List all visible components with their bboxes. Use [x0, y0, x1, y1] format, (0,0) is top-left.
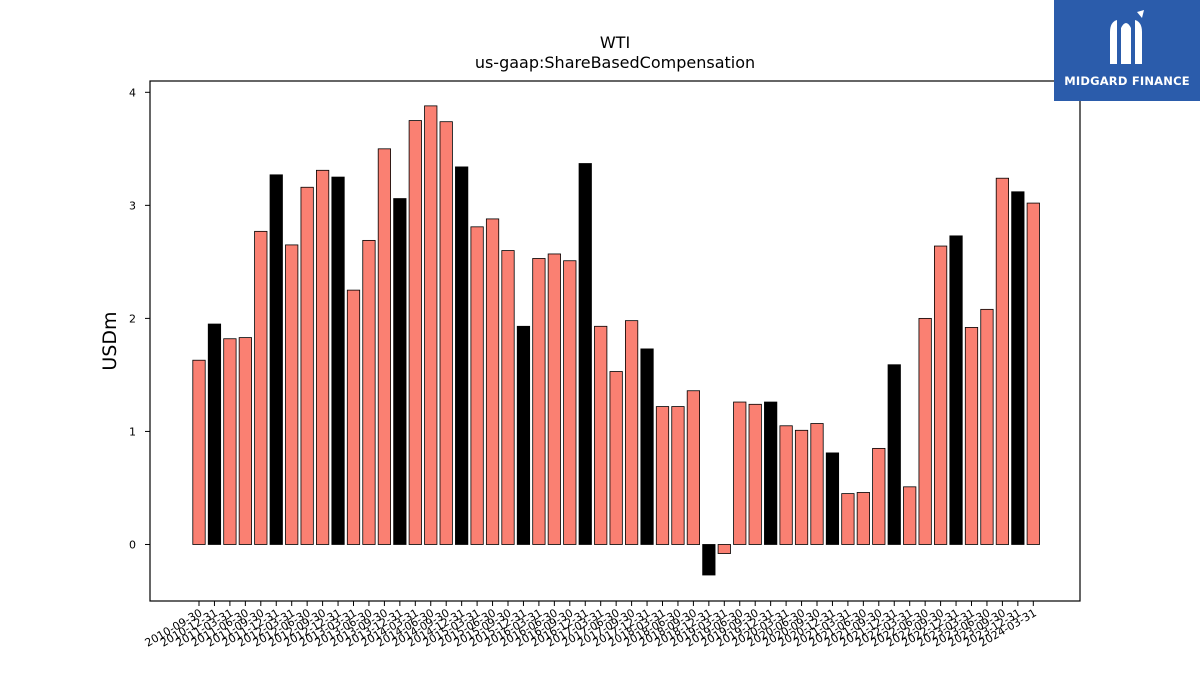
y-tick-label: 1	[129, 425, 136, 438]
bar	[794, 429, 809, 545]
bar	[918, 317, 932, 545]
bar	[578, 163, 592, 545]
bar	[207, 323, 222, 545]
plot-frame	[149, 80, 1081, 602]
bar	[485, 218, 500, 545]
bar	[547, 253, 561, 545]
bar	[223, 338, 237, 545]
bar	[470, 226, 484, 545]
midgard-mi-logo-icon	[1110, 10, 1144, 64]
bar	[501, 250, 515, 545]
bar	[625, 320, 639, 545]
bar	[516, 325, 531, 545]
bar	[609, 371, 623, 545]
bar	[315, 169, 330, 545]
bar	[655, 406, 670, 545]
brand-logo: MIDGARD FINANCE	[1054, 0, 1200, 101]
plot-area: 012342010-09-302010-12-312011-03-312011-…	[129, 86, 1040, 650]
bar	[1011, 191, 1025, 545]
bar	[671, 406, 685, 545]
chart-subtitle: us-gaap:ShareBasedCompensation	[475, 53, 755, 72]
bar	[269, 174, 283, 545]
bar	[841, 493, 855, 545]
bar	[331, 176, 345, 545]
bar	[424, 105, 438, 545]
bar	[764, 401, 778, 545]
bar	[254, 230, 268, 545]
bar	[872, 447, 886, 545]
y-tick-label: 0	[129, 538, 136, 551]
bar	[285, 244, 299, 545]
bar	[748, 403, 762, 545]
bar	[1026, 202, 1040, 545]
bar	[408, 120, 422, 545]
y-axis-label: USDm	[99, 311, 121, 370]
bar	[934, 245, 948, 545]
bar	[733, 401, 747, 545]
bar	[238, 337, 252, 545]
bar	[377, 148, 392, 545]
bar	[300, 186, 314, 545]
bar	[563, 260, 577, 545]
bar	[949, 235, 963, 545]
y-tick-label: 2	[129, 312, 136, 325]
bar	[717, 544, 731, 554]
bar	[192, 359, 206, 545]
bar	[825, 452, 840, 545]
bar	[887, 364, 901, 545]
y-tick-label: 4	[129, 86, 136, 99]
bar	[532, 258, 546, 545]
chart-title: WTI	[600, 33, 630, 52]
bar	[455, 166, 469, 545]
bar	[903, 486, 917, 545]
bar	[964, 327, 979, 545]
y-tick-label: 3	[129, 199, 136, 212]
bar	[362, 239, 376, 545]
bar	[594, 325, 608, 545]
bar	[346, 289, 361, 545]
bar	[995, 177, 1010, 545]
bar	[640, 348, 654, 545]
bar	[810, 423, 824, 545]
bar	[439, 121, 453, 545]
bar	[980, 308, 994, 545]
bar	[856, 492, 870, 545]
bar	[702, 544, 716, 576]
bar	[779, 425, 793, 545]
brand-name: MIDGARD FINANCE	[1064, 74, 1190, 88]
bar	[686, 390, 701, 545]
bar	[393, 198, 407, 545]
